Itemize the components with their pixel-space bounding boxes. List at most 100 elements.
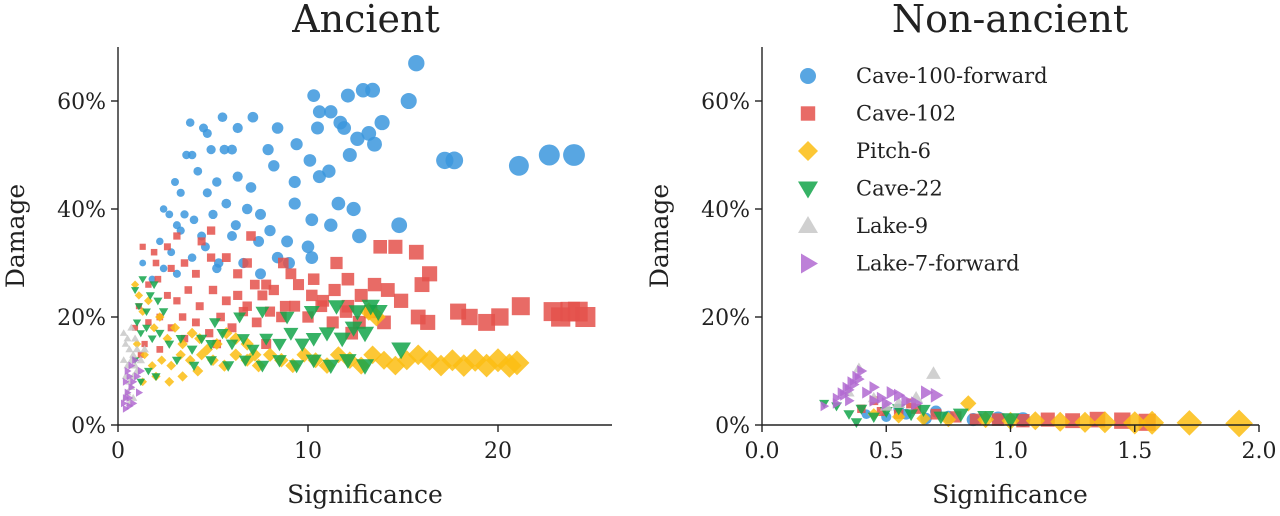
data-point bbox=[373, 240, 387, 254]
data-point bbox=[177, 371, 188, 382]
data-point bbox=[820, 401, 830, 412]
data-point bbox=[367, 136, 382, 152]
data-point bbox=[131, 334, 140, 342]
data-point bbox=[132, 345, 142, 353]
y-tick-label: 20% bbox=[57, 306, 106, 331]
data-point bbox=[845, 384, 855, 396]
data-point bbox=[344, 321, 363, 337]
y-axis-label-non-ancient: Damage bbox=[645, 184, 674, 288]
data-point bbox=[206, 144, 216, 155]
data-point bbox=[246, 231, 256, 241]
data-point bbox=[324, 218, 338, 232]
data-point bbox=[881, 397, 893, 410]
data-point bbox=[233, 269, 243, 279]
data-point bbox=[165, 210, 174, 219]
data-point bbox=[132, 356, 140, 365]
data-point bbox=[845, 395, 855, 407]
data-point bbox=[306, 289, 318, 302]
data-point bbox=[132, 319, 142, 327]
data-point bbox=[869, 394, 880, 407]
data-point bbox=[187, 253, 197, 262]
data-point bbox=[122, 404, 130, 413]
data-point bbox=[283, 327, 299, 341]
data-point bbox=[294, 338, 311, 352]
data-point bbox=[538, 144, 560, 166]
data-point bbox=[855, 404, 868, 415]
x-axis-label-non-ancient: Significance bbox=[932, 480, 1088, 509]
data-point bbox=[339, 354, 357, 369]
data-point bbox=[326, 316, 339, 329]
data-point bbox=[134, 372, 142, 381]
data-point bbox=[131, 287, 140, 295]
data-point bbox=[311, 121, 324, 135]
legend-label: Lake-7-forward bbox=[856, 252, 1020, 276]
data-point bbox=[408, 55, 425, 72]
chart-title-non-ancient: Non-ancient bbox=[892, 0, 1128, 41]
data-point bbox=[407, 344, 429, 366]
data-point bbox=[926, 366, 941, 379]
data-point bbox=[843, 410, 855, 420]
legend-label: Cave-100-forward bbox=[856, 64, 1048, 88]
data-point bbox=[205, 356, 217, 366]
data-point bbox=[862, 386, 873, 399]
x-tick-label: 0.0 bbox=[745, 439, 780, 464]
data-point bbox=[869, 381, 880, 394]
data-point bbox=[374, 115, 390, 131]
data-point bbox=[840, 389, 850, 401]
data-point bbox=[272, 338, 287, 352]
data-point bbox=[368, 305, 388, 321]
data-point bbox=[271, 122, 284, 134]
data-point bbox=[391, 217, 408, 234]
data-point bbox=[132, 339, 142, 349]
data-point bbox=[255, 208, 266, 220]
data-point bbox=[167, 264, 175, 272]
data-point bbox=[478, 313, 496, 331]
data-point bbox=[238, 306, 249, 317]
data-point bbox=[921, 385, 934, 400]
data-point bbox=[197, 237, 206, 246]
data-point bbox=[341, 272, 355, 286]
data-point bbox=[354, 288, 368, 302]
data-point bbox=[268, 284, 279, 296]
data-point bbox=[393, 293, 409, 308]
data-point bbox=[122, 377, 130, 386]
data-point bbox=[229, 348, 243, 362]
data-point bbox=[894, 388, 906, 402]
data-point bbox=[422, 266, 438, 282]
data-point bbox=[302, 311, 314, 323]
data-point bbox=[233, 290, 243, 300]
data-point bbox=[221, 198, 232, 209]
data-point bbox=[301, 240, 315, 254]
data-point bbox=[904, 409, 918, 422]
data-point bbox=[202, 128, 212, 138]
data-point bbox=[952, 408, 969, 423]
data-point bbox=[148, 275, 156, 283]
data-point bbox=[129, 350, 138, 358]
data-point bbox=[152, 259, 160, 267]
data-point bbox=[268, 160, 280, 172]
y-tick-label: 40% bbox=[701, 198, 750, 223]
data-point bbox=[159, 205, 168, 213]
data-point bbox=[219, 144, 230, 155]
data-point bbox=[339, 305, 353, 318]
data-point bbox=[259, 333, 274, 346]
data-point bbox=[221, 296, 231, 306]
data-point bbox=[276, 311, 287, 323]
data-point bbox=[139, 259, 147, 267]
x-tick-label: 10 bbox=[294, 439, 322, 464]
data-point bbox=[348, 305, 367, 321]
data-point bbox=[229, 332, 243, 345]
data-point bbox=[217, 112, 228, 123]
data-point bbox=[1225, 409, 1253, 438]
data-point bbox=[854, 373, 865, 385]
data-point bbox=[906, 398, 917, 409]
data-point bbox=[176, 188, 185, 197]
data-point bbox=[144, 367, 153, 376]
data-point bbox=[216, 329, 229, 340]
data-point bbox=[131, 280, 140, 289]
data-point bbox=[288, 175, 301, 189]
data-point bbox=[242, 258, 252, 268]
data-point bbox=[136, 330, 145, 338]
data-point bbox=[196, 334, 208, 345]
data-point bbox=[173, 297, 181, 305]
